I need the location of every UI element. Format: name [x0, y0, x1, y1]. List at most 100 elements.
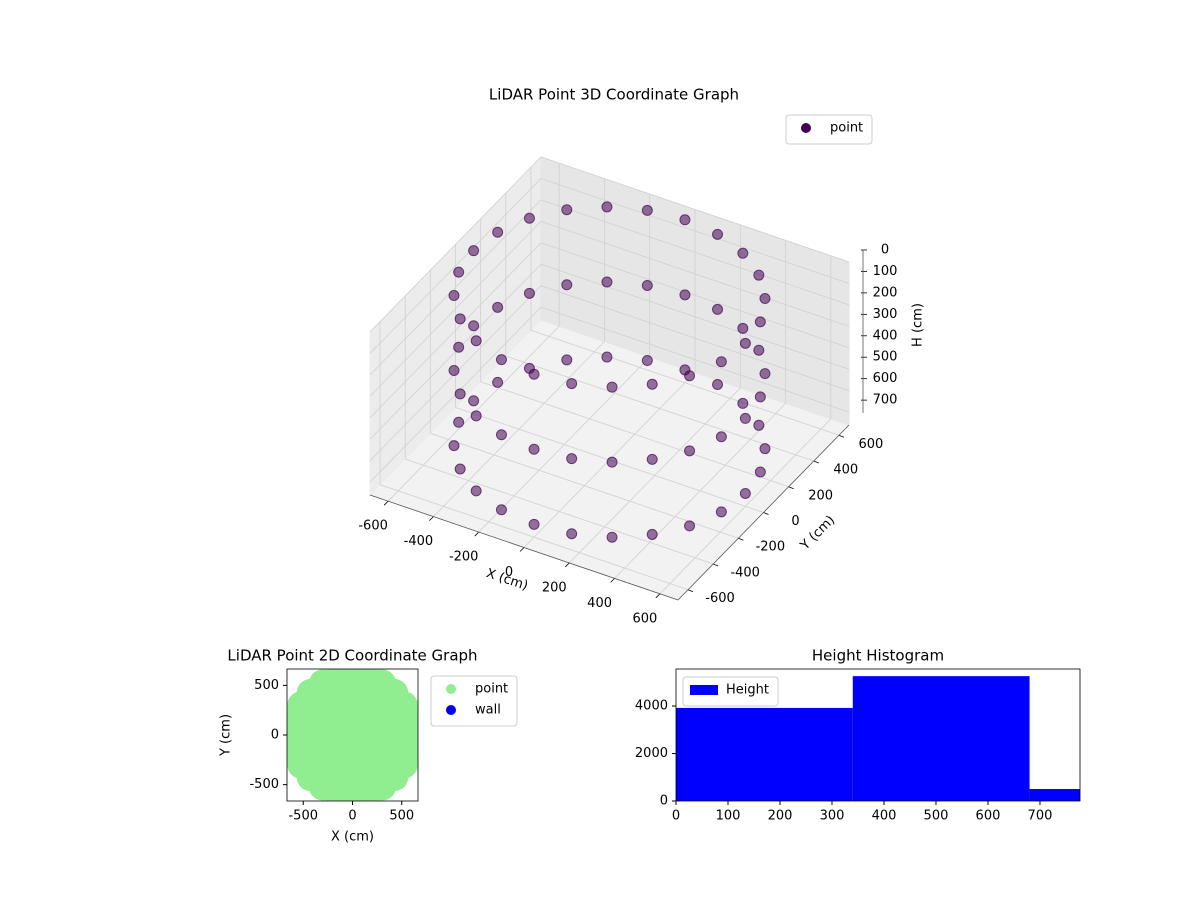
point [715, 356, 727, 368]
tick-mark [763, 512, 769, 515]
x-tick-label: 200 [542, 580, 567, 595]
grid-line [540, 242, 850, 349]
x-axis-label: X (cm) [331, 830, 374, 845]
grid-line [369, 178, 542, 354]
plot-area [287, 669, 418, 801]
grid-line [540, 220, 850, 327]
point [601, 201, 613, 213]
point [468, 245, 480, 257]
point [684, 445, 696, 457]
point [646, 378, 658, 390]
point [454, 463, 466, 475]
y-tick-label: 0 [660, 794, 668, 809]
point [492, 376, 504, 388]
point [759, 368, 771, 380]
z-tick-label: 200 [873, 285, 898, 300]
legend: point [785, 114, 873, 145]
legend: point wall [430, 675, 518, 727]
x-tick-label: -500 [288, 809, 318, 824]
point [561, 279, 573, 291]
z-tick-label: 100 [873, 264, 898, 279]
point [523, 287, 535, 299]
point [468, 320, 480, 332]
x-tick-label: 600 [976, 809, 1001, 824]
x-tick-label: -400 [404, 534, 434, 549]
point [759, 293, 771, 305]
point [470, 485, 482, 497]
tick-mark [738, 537, 744, 541]
grid-line [369, 242, 542, 419]
point [737, 397, 749, 409]
x-tick-label: 400 [872, 809, 897, 824]
y-tick-label: 600 [859, 437, 884, 452]
point [492, 226, 504, 238]
tick-mark [788, 486, 794, 490]
legend-marker [446, 705, 456, 715]
point [454, 313, 466, 325]
axes-frame [675, 668, 1081, 802]
point [679, 364, 691, 376]
point [715, 506, 727, 518]
point [684, 520, 696, 532]
legend-marker [801, 123, 811, 133]
grid-line [540, 156, 850, 263]
y-tick-label: 4000 [635, 699, 668, 714]
point [528, 518, 540, 530]
axis-line [369, 494, 679, 601]
point [646, 528, 658, 540]
y-tick-label: 200 [808, 488, 833, 503]
y-tick-label: -500 [249, 777, 279, 792]
x-tick-label: 0 [505, 565, 513, 580]
chart-title: Height Histogram [812, 647, 944, 665]
point [715, 431, 727, 443]
point [753, 419, 765, 431]
point [754, 466, 766, 478]
point [566, 528, 578, 540]
point [338, 721, 367, 749]
point [470, 335, 482, 347]
point [737, 247, 749, 259]
plot-area [676, 676, 1080, 801]
legend-label: wall [475, 703, 501, 718]
point [528, 443, 540, 455]
bar [676, 707, 853, 801]
point [448, 289, 460, 301]
bar [852, 676, 1030, 801]
point [606, 456, 618, 468]
y-tick-label: 400 [833, 463, 858, 478]
y-tick-label: 2000 [635, 746, 668, 761]
point [739, 487, 751, 499]
tick-mark [655, 593, 661, 599]
legend-frame [785, 114, 873, 145]
y-tick-label: -400 [730, 565, 760, 580]
tick-mark [519, 547, 525, 552]
point [492, 301, 504, 313]
point [606, 381, 618, 393]
point [566, 453, 578, 465]
x-tick-label: 700 [1028, 809, 1053, 824]
x-tick-label: 300 [820, 809, 845, 824]
point [739, 412, 751, 424]
x-tick-label: 0 [672, 809, 680, 824]
legend-marker [446, 684, 456, 694]
axis-line [677, 424, 850, 601]
bar [1029, 789, 1080, 801]
x-tick-label: -200 [449, 550, 479, 565]
point [372, 740, 401, 769]
tick-mark [813, 460, 819, 464]
point [712, 228, 724, 240]
point [606, 531, 618, 543]
point [470, 410, 482, 422]
grid-line [430, 432, 739, 539]
point [646, 453, 658, 465]
point [679, 289, 691, 301]
point [712, 378, 724, 390]
point [753, 344, 765, 356]
grid-line [379, 484, 689, 591]
grid-line [505, 355, 814, 462]
point [468, 395, 480, 407]
point [523, 212, 535, 224]
point [759, 443, 771, 455]
tick-mark [687, 589, 694, 593]
point [448, 440, 460, 452]
